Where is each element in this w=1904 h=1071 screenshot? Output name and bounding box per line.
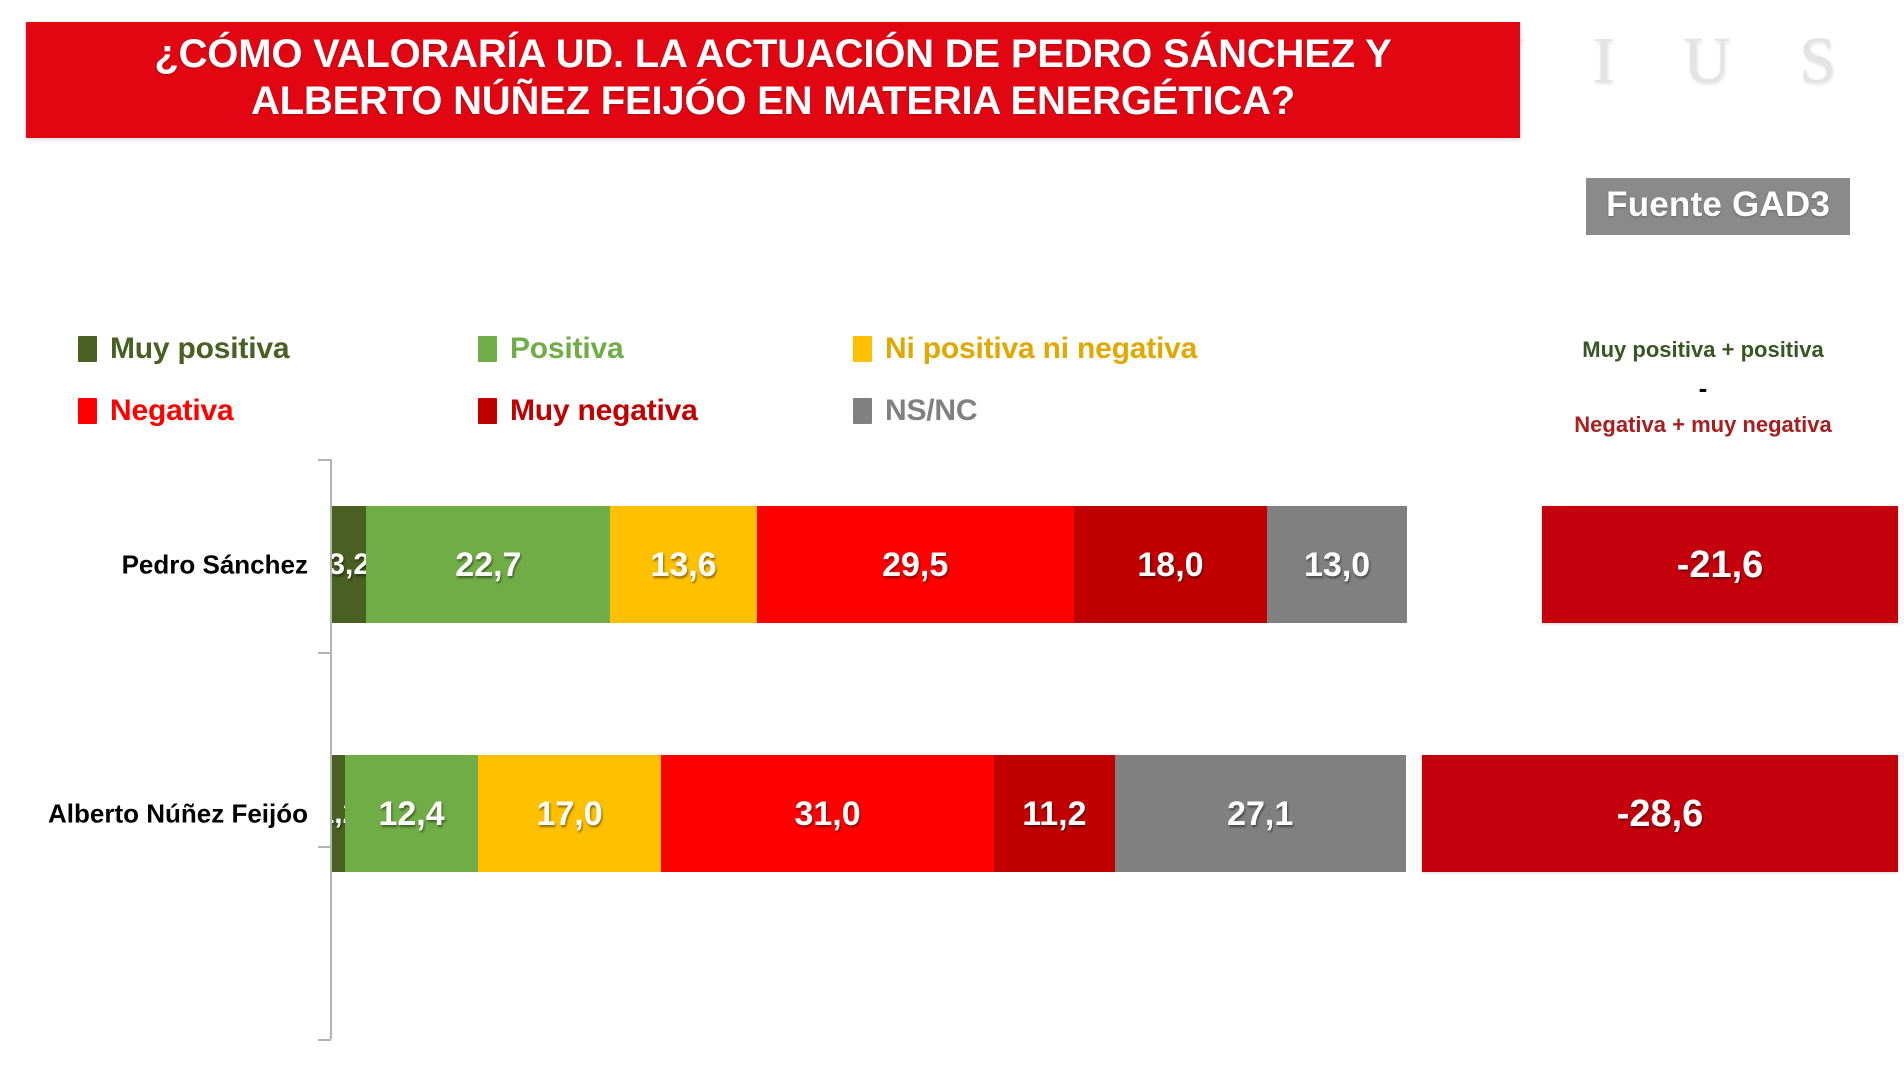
bar-segment-value: 13,6 (650, 545, 717, 584)
summary-box[interactable]: -28,6 (1422, 755, 1898, 872)
summary-box-value: -28,6 (1616, 792, 1704, 835)
bar-segment[interactable]: 13,0 (1267, 506, 1407, 623)
legend-item-label: Muy positiva (110, 332, 290, 365)
bar-segment[interactable]: 27,1 (1114, 755, 1406, 872)
bar-segment[interactable]: 11,2 (994, 755, 1115, 872)
summary-box[interactable]: -21,6 (1542, 506, 1898, 623)
title-banner: ¿CÓMO VALORARÍA UD. LA ACTUACIÓN DE PEDR… (26, 22, 1520, 138)
stacked-bar-chart: Pedro Sánchez 3,2 22,7 13,6 29,5 18,0 13,0 Albe… (0, 450, 1904, 1050)
legend-item[interactable]: NS/NC (853, 394, 1188, 428)
legend-item[interactable]: Muy positiva (78, 332, 478, 366)
bar-segment[interactable]: 29,5 (756, 506, 1074, 623)
bar-segment[interactable]: 17,0 (478, 755, 661, 872)
legend-item-label: Negativa (110, 394, 234, 427)
bar-segment[interactable]: 18,0 (1073, 506, 1268, 623)
bar-segment-value: 18,0 (1137, 545, 1204, 584)
bar-segment-value: 17,0 (536, 794, 603, 833)
legend-item-label: Positiva (510, 332, 624, 365)
summary-negative-label: Negativa + muy negativa (1574, 412, 1832, 438)
bar-segment-value: 22,7 (455, 545, 522, 584)
bar-row: Pedro Sánchez 3,2 22,7 13,6 29,5 18,0 13,0 (0, 506, 1904, 623)
bar-segment[interactable]: 1,2 (332, 755, 345, 872)
bar-segment-value: 27,1 (1227, 794, 1294, 833)
stacked-bar: 1,2 12,4 17,0 31,0 11,2 27,1 (332, 755, 1406, 872)
page-title: ¿CÓMO VALORARÍA UD. LA ACTUACIÓN DE PEDR… (154, 32, 1392, 123)
legend-item[interactable]: Muy negativa (478, 394, 853, 428)
bar-segment-value: 31,0 (794, 794, 861, 833)
category-label: Pedro Sánchez (121, 549, 308, 579)
bar-row-label-wrap: Pedro Sánchez (0, 506, 332, 623)
legend-swatch-icon (853, 398, 872, 424)
category-label: Alberto Núñez Feijóo (48, 798, 308, 828)
legend-item[interactable]: Positiva (478, 332, 853, 366)
bar-segment-value: 11,2 (1022, 794, 1087, 833)
legend-swatch-icon (478, 336, 497, 362)
bar-segment[interactable]: 3,2 (332, 506, 367, 623)
bar-segment-value: 13,0 (1304, 545, 1371, 584)
axis-tick (318, 846, 331, 848)
bar-segment[interactable]: 12,4 (344, 755, 479, 872)
axis-tick (318, 652, 331, 654)
legend-swatch-icon (78, 398, 97, 424)
axis-tick (318, 459, 331, 461)
source-badge: Fuente GAD3 (1586, 178, 1850, 235)
legend-swatch-icon (478, 398, 497, 424)
legend-item[interactable]: Ni positiva ni negativa (853, 332, 1197, 366)
axis-tick (318, 1039, 331, 1041)
legend-swatch-icon (853, 336, 872, 362)
bar-segment-value: 3,2 (332, 547, 367, 581)
bar-segment-value: 12,4 (378, 794, 445, 833)
legend-item-label: Muy negativa (510, 394, 698, 427)
bar-segment-value: 29,5 (882, 545, 949, 584)
summary-header: Muy positiva + positiva - Negativa + muy… (1508, 336, 1898, 440)
legend-item[interactable]: Negativa (78, 394, 478, 428)
bar-segment[interactable]: 13,6 (610, 506, 757, 623)
bar-segment[interactable]: 31,0 (660, 755, 995, 872)
category-axis-line (330, 459, 332, 1039)
summary-positive-label: Muy positiva + positiva (1582, 337, 1824, 362)
summary-box-value: -21,6 (1676, 543, 1764, 586)
bar-segment-value: 1,2 (332, 796, 345, 830)
bar-segment[interactable]: 22,7 (366, 506, 611, 623)
legend-swatch-icon (78, 336, 97, 362)
bar-row: Alberto Núñez Feijóo 1,2 12,4 17,0 31,0 11,2 2… (0, 755, 1904, 872)
summary-operator: - (1698, 373, 1708, 404)
legend-item-label: Ni positiva ni negativa (885, 332, 1198, 365)
stacked-bar: 3,2 22,7 13,6 29,5 18,0 13,0 (332, 506, 1407, 623)
nius-watermark: N I U S (1476, 24, 1862, 97)
legend-item-label: NS/NC (885, 394, 978, 427)
bar-row-label-wrap: Alberto Núñez Feijóo (0, 755, 332, 872)
chart-legend: Muy positiva Positiva Ni positiva ni negat… (78, 318, 1197, 442)
